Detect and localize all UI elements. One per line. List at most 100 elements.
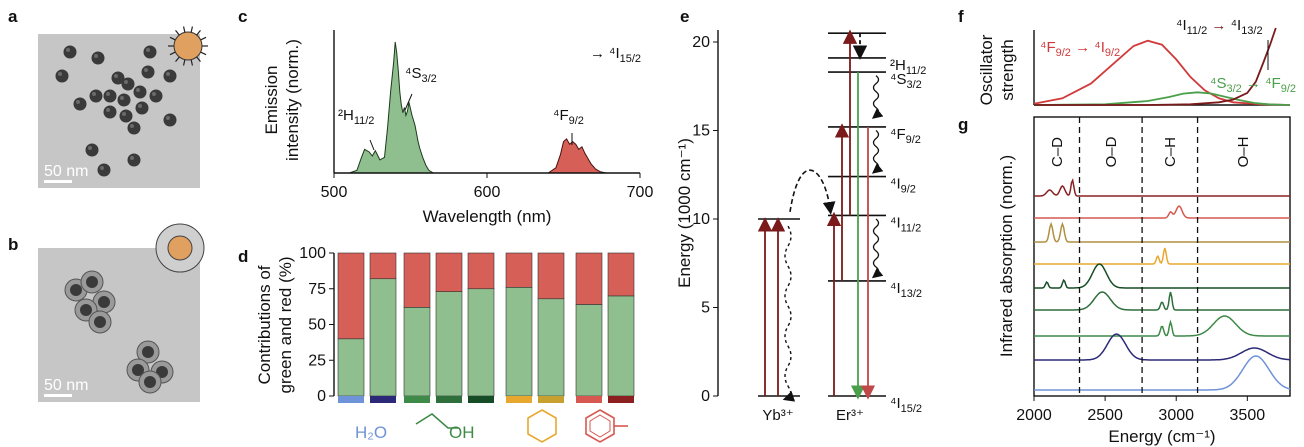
- category-swatch: [608, 396, 634, 403]
- bare-particle-icon: [168, 26, 208, 66]
- nonradiative-decay-arrow: [871, 75, 884, 119]
- c-xtick-label: 500: [321, 184, 348, 201]
- c-xtick-label: 600: [474, 184, 501, 201]
- red-bar: [369, 252, 397, 280]
- panel-b-label: b: [8, 235, 18, 254]
- g-xtick-label: 2000: [1016, 407, 1052, 424]
- red-bar: [435, 252, 463, 292]
- coated-nanoparticle: [80, 270, 104, 294]
- region-label: C–D: [1049, 137, 1066, 167]
- group-label-oh: OH: [449, 423, 475, 442]
- green-bar: [537, 298, 565, 397]
- d-ytick-label: 50: [308, 317, 326, 334]
- c-annot-target: → ⁴I15/2: [590, 45, 641, 65]
- g-xlabel: Energy (cm⁻¹): [1108, 427, 1215, 446]
- c-annot-h11: ²H11/2: [338, 107, 374, 127]
- f-label-darkred: ⁴I11/2 → ⁴I13/2: [1176, 17, 1263, 37]
- c-xtick-label: 700: [627, 184, 654, 201]
- red-bar: [337, 252, 365, 340]
- nanoparticle: [111, 71, 125, 85]
- ir-trace: [1034, 315, 1290, 337]
- ir-trace: [1034, 263, 1290, 289]
- c-ylabel-1: Emission: [262, 66, 281, 135]
- energy-transfer-arrow: [789, 169, 836, 215]
- green-bar: [607, 295, 635, 397]
- er-label: Er³⁺: [836, 407, 864, 424]
- f-label-green: ⁴S3/2 → ⁴F9/2: [1210, 75, 1296, 95]
- red-emission-band: [546, 138, 607, 174]
- d-ylabel-2: green and red (%): [276, 256, 295, 393]
- f-ylabel-2: strength: [998, 39, 1017, 100]
- green-bar: [505, 287, 533, 397]
- ir-trace: [1034, 291, 1290, 311]
- nanoparticle: [73, 97, 87, 111]
- i112-i132-curve: [1034, 27, 1277, 106]
- green-bar: [369, 278, 397, 397]
- category-swatch: [538, 396, 564, 403]
- nanoparticle: [89, 89, 103, 103]
- oscillator-strength-chart: Oscillator strength ⁴F9/2 → ⁴I9/2 ⁴I11/2…: [977, 17, 1296, 106]
- toluene-structure-icon: [585, 409, 628, 443]
- d-ytick-label: 25: [308, 352, 326, 369]
- nanoparticle: [121, 77, 135, 91]
- category-swatch: [506, 396, 532, 403]
- e-ylabel: Energy (1000 cm⁻¹): [675, 138, 694, 288]
- category-swatch: [436, 396, 462, 403]
- ir-trace: [1034, 205, 1290, 219]
- energy-level-diagram: 0 5 10 15 20 Energy (1000 cm⁻¹) ⁴I15/2 ⁴I13/2…: [675, 29, 926, 424]
- yb-label: Yb³⁺: [762, 407, 793, 424]
- d-ytick-label: 0: [317, 388, 326, 405]
- scalebar-a-label: 50 nm: [44, 163, 88, 180]
- er-level-label: ⁴F9/2: [890, 126, 921, 146]
- green-bar: [403, 307, 431, 397]
- er-level-label: ⁴I13/2: [890, 280, 922, 300]
- nanoparticle: [143, 45, 157, 59]
- coated-nanoparticle: [88, 310, 112, 334]
- nanoparticle: [127, 121, 141, 135]
- yb-relaxation-arrow: [782, 225, 796, 402]
- red-bar: [537, 252, 565, 300]
- green-bar: [575, 304, 603, 397]
- category-swatch: [404, 396, 430, 403]
- panel-g-label: g: [958, 115, 968, 134]
- nanoparticle: [103, 89, 117, 103]
- region-label: O–D: [1103, 136, 1120, 167]
- nanoparticle: [127, 153, 141, 167]
- nanoparticle: [141, 65, 155, 79]
- nanoparticle: [149, 89, 163, 103]
- emission-spectrum-chart: 500 600 700 Wavelength (nm) Emission inten…: [262, 30, 653, 226]
- red-bar: [467, 252, 495, 290]
- er-level-label: ⁴S3/2: [890, 71, 922, 91]
- ir-trace: [1034, 247, 1290, 265]
- ir-trace: [1034, 177, 1290, 197]
- nanoparticle: [85, 143, 99, 157]
- ir-trace: [1034, 221, 1290, 243]
- f-label-red: ⁴F9/2 → ⁴I9/2: [1040, 39, 1120, 59]
- coated-nanoparticle: [92, 290, 116, 314]
- category-swatch: [576, 396, 602, 403]
- green-emission-band: [349, 41, 434, 174]
- e-ytick-label: 20: [692, 34, 710, 51]
- c-xlabel: Wavelength (nm): [423, 207, 552, 226]
- tem-image-b: 50 nm: [38, 248, 200, 402]
- coated-nanoparticle: [136, 340, 160, 364]
- e-ytick-label: 15: [692, 123, 710, 140]
- f92-i92-curve: [1033, 39, 1291, 106]
- region-label: O–H: [1235, 137, 1252, 168]
- contribution-bar-chart: 0 25 50 75 100 Contributions of green and re…: [255, 245, 635, 443]
- red-bar: [403, 252, 431, 308]
- nonradiative-decay-arrow: [871, 218, 884, 279]
- panel-e-label: e: [680, 7, 689, 26]
- er-level-label: ⁴I15/2: [890, 395, 922, 415]
- er-level-label: ²H11/2: [890, 57, 926, 77]
- nanoparticle: [163, 113, 177, 127]
- red-bar: [505, 252, 533, 288]
- panel-c-label: c: [238, 7, 247, 26]
- panel-f-label: f: [958, 7, 964, 26]
- coated-particle-icon: [155, 223, 205, 273]
- nanoparticle: [63, 45, 77, 59]
- ir-trace: [1034, 333, 1291, 361]
- g-xtick-label: 2500: [1087, 407, 1123, 424]
- tem-image-a: 50 nm: [38, 34, 200, 188]
